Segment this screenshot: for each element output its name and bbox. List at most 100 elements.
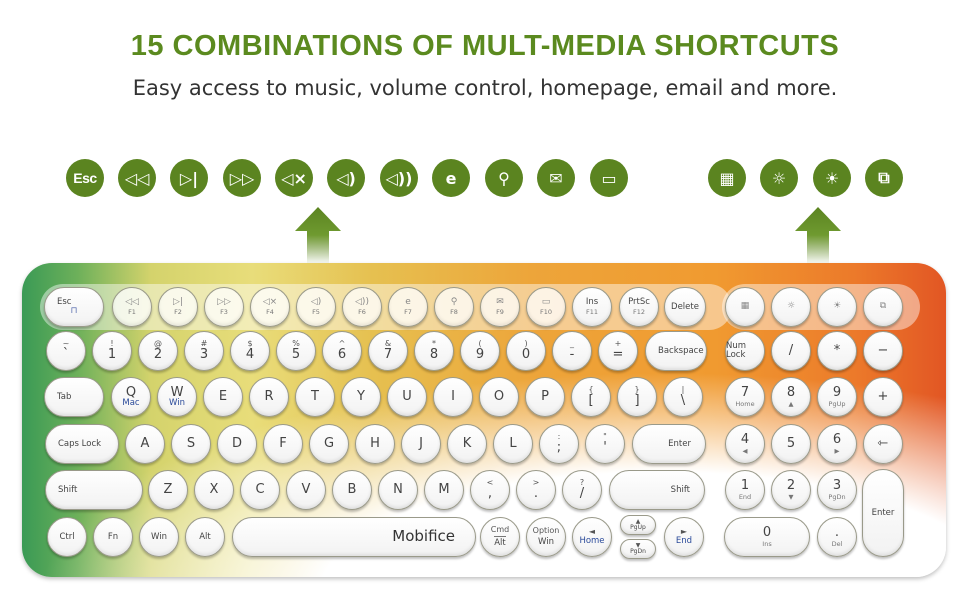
key-7[interactable]: 7 Home — [725, 377, 765, 417]
key-win[interactable]: Option Win — [526, 517, 566, 557]
key-symbol[interactable]: | \ — [663, 377, 703, 417]
key-symbol[interactable]: }] — [617, 377, 657, 417]
key-4[interactable]: $4 — [230, 331, 270, 371]
key-tab[interactable]: Tab — [44, 377, 104, 417]
key-shift[interactable]: Shift — [609, 470, 705, 510]
key-symbol[interactable]: / — [771, 331, 811, 371]
key-f10[interactable]: ▭ F10 — [526, 287, 566, 327]
key-switch-device-icon[interactable]: ⧉ — [863, 287, 903, 327]
key-backspace[interactable]: Backspace — [645, 331, 707, 371]
key-p[interactable]: P — [525, 377, 565, 417]
key-symbol[interactable]: ? / — [562, 470, 602, 510]
key-pgdn[interactable]: ▼ PgDn — [620, 539, 656, 559]
key-delete[interactable]: Delete — [664, 287, 706, 327]
key-symbol[interactable]: :; — [539, 424, 579, 464]
key-0[interactable]: 0 Ins — [724, 517, 810, 557]
key-r[interactable]: R — [249, 377, 289, 417]
key-brightness-up-icon[interactable]: ☀ — [817, 287, 857, 327]
key-symbol[interactable]: {[ — [571, 377, 611, 417]
key-symbol[interactable]: + — [863, 377, 903, 417]
key-3[interactable]: #3 — [184, 331, 224, 371]
key-h[interactable]: H — [355, 424, 395, 464]
key-fn[interactable]: Fn — [93, 517, 133, 557]
key-symbol[interactable]: >. — [516, 470, 556, 510]
key-symbol[interactable]: . Del — [817, 517, 857, 557]
key-shift[interactable]: Shift — [45, 470, 143, 510]
key-2[interactable]: @2 — [138, 331, 178, 371]
key-f7[interactable]: e F7 — [388, 287, 428, 327]
key-q[interactable]: Q Mac — [111, 377, 151, 417]
key-enter[interactable]: Enter — [632, 424, 706, 464]
key-end[interactable]: ► End — [664, 517, 704, 557]
key-d[interactable]: D — [217, 424, 257, 464]
key-alt[interactable]: Alt — [185, 517, 225, 557]
key-symbol[interactable]: <, — [470, 470, 510, 510]
key-x[interactable]: X — [194, 470, 234, 510]
key-symbol[interactable]: ⇽ — [863, 424, 903, 464]
key-f6[interactable]: ◁)) F6 — [342, 287, 382, 327]
key-symbol[interactable]: " ' — [585, 424, 625, 464]
key-win[interactable]: Win — [139, 517, 179, 557]
key-calculator-icon[interactable]: ▦ — [725, 287, 765, 327]
key-t[interactable]: T — [295, 377, 335, 417]
key-4[interactable]: 4 ◀ — [725, 424, 765, 464]
key-enter[interactable]: Enter — [862, 469, 904, 557]
key-o[interactable]: O — [479, 377, 519, 417]
key-ctrl[interactable]: Ctrl — [47, 517, 87, 557]
key-k[interactable]: K — [447, 424, 487, 464]
key-s[interactable]: S — [171, 424, 211, 464]
key-caps-lock[interactable]: Caps Lock — [45, 424, 119, 464]
key-m[interactable]: M — [424, 470, 464, 510]
key-f[interactable]: F — [263, 424, 303, 464]
key-prtsc[interactable]: PrtSc F12 — [619, 287, 659, 327]
key-y[interactable]: Y — [341, 377, 381, 417]
key-g[interactable]: G — [309, 424, 349, 464]
key-f4[interactable]: ◁× F4 — [250, 287, 290, 327]
key-j[interactable]: J — [401, 424, 441, 464]
key-3[interactable]: 3 PgDn — [817, 470, 857, 510]
key-6[interactable]: 6 ▶ — [817, 424, 857, 464]
key-5[interactable]: 5 — [771, 424, 811, 464]
key-f1[interactable]: ◁◁ F1 — [112, 287, 152, 327]
key-5[interactable]: % 5 — [276, 331, 316, 371]
key-f3[interactable]: ▷▷ F3 — [204, 287, 244, 327]
key-2[interactable]: 2 ▼ — [771, 470, 811, 510]
key-9[interactable]: 9 PgUp — [817, 377, 857, 417]
key-c[interactable]: C — [240, 470, 280, 510]
key-num-lock[interactable]: Num Lock — [725, 331, 765, 371]
key-6[interactable]: ^ 6 — [322, 331, 362, 371]
key-b[interactable]: B — [332, 470, 372, 510]
key-mobifice[interactable]: Mobifice — [232, 517, 476, 557]
key-alt[interactable]: Cmd Alt — [480, 517, 520, 557]
key-symbol[interactable]: ~ ` — [46, 331, 86, 371]
key-symbol[interactable]: − — [863, 331, 903, 371]
key-f5[interactable]: ◁) F5 — [296, 287, 336, 327]
key-f2[interactable]: ▷| F2 — [158, 287, 198, 327]
key-1[interactable]: ! 1 — [92, 331, 132, 371]
key-f9[interactable]: ✉ F9 — [480, 287, 520, 327]
key-9[interactable]: (9 — [460, 331, 500, 371]
key-e[interactable]: E — [203, 377, 243, 417]
key-brightness-down-icon[interactable]: ☼ — [771, 287, 811, 327]
key-0[interactable]: ) 0 — [506, 331, 546, 371]
key-z[interactable]: Z — [148, 470, 188, 510]
key-symbol[interactable]: _ - — [552, 331, 592, 371]
key-ins[interactable]: Ins F11 — [572, 287, 612, 327]
key-7[interactable]: & 7 — [368, 331, 408, 371]
key-l[interactable]: L — [493, 424, 533, 464]
key-f8[interactable]: ⚲ F8 — [434, 287, 474, 327]
key-a[interactable]: A — [125, 424, 165, 464]
key-i[interactable]: I — [433, 377, 473, 417]
key-8[interactable]: 8 ▲ — [771, 377, 811, 417]
key-esc[interactable]: Esc ⊓ — [44, 287, 104, 327]
key-symbol[interactable]: + = — [598, 331, 638, 371]
key-u[interactable]: U — [387, 377, 427, 417]
key-symbol[interactable]: * — [817, 331, 857, 371]
key-home[interactable]: ◄ Home — [572, 517, 612, 557]
key-pgup[interactable]: ▲ PgUp — [620, 515, 656, 535]
key-1[interactable]: 1 End — [725, 470, 765, 510]
spacebar[interactable]: V — [286, 470, 326, 510]
key-n[interactable]: N — [378, 470, 418, 510]
key-w[interactable]: W Win — [157, 377, 197, 417]
key-8[interactable]: * 8 — [414, 331, 454, 371]
